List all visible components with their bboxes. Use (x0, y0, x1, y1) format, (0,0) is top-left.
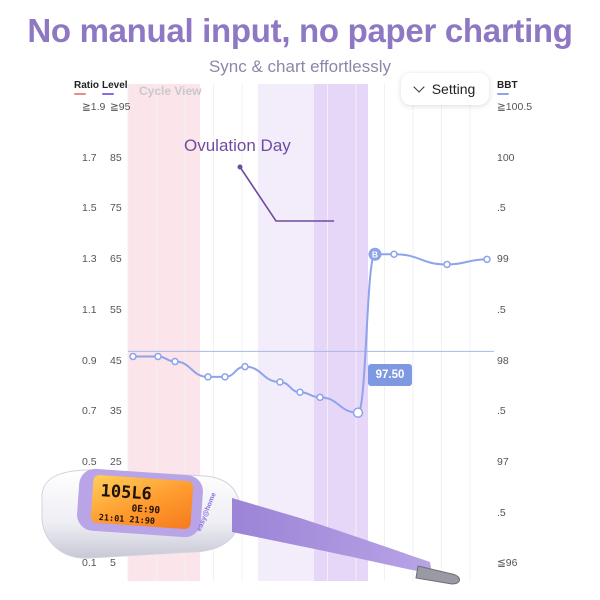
ratio-tick-label: ≧1.9 (82, 101, 106, 113)
ovulation-day-label: Ovulation Day (184, 136, 291, 155)
level-tick-label: 85 (110, 151, 122, 164)
level-axis-title: Level (102, 80, 128, 95)
bbt-point (276, 378, 284, 386)
bbt-tick-label: 97 (497, 455, 509, 468)
marker-b-label: B (372, 250, 378, 260)
marker-b-point (368, 247, 382, 261)
thermometer-probe (232, 498, 432, 574)
selected-value-tooltip: 97.50 (368, 364, 412, 386)
ratio-tick-label: 0.5 (82, 455, 97, 468)
ratio-tick-label: 1.3 (82, 253, 97, 266)
level-tick-label: 25 (110, 455, 122, 468)
bbt-tick-label: ≦96 (497, 557, 518, 570)
lcd-line-1: 105L6 (100, 481, 152, 505)
cycle-view-label[interactable]: Cycle View (139, 84, 202, 98)
level-tick-label: ≧95 (110, 101, 131, 113)
level-tick-label: 45 (110, 354, 122, 367)
ratio-tick-label: 1.1 (82, 303, 97, 316)
selected-point (352, 407, 364, 418)
lcd-line-3: 21:01 21:90 (98, 513, 155, 527)
level-axis-mark (102, 93, 114, 95)
bbt-point (443, 260, 451, 269)
lcd-line-2: 0E:90 (131, 503, 161, 516)
fertile-band (258, 84, 314, 581)
ratio-tick-label: 1.7 (82, 151, 97, 164)
bbt-point (483, 255, 491, 264)
bbt-tick-label: 99 (497, 253, 509, 266)
bbt-point (241, 362, 249, 371)
level-tick-label: 55 (110, 303, 122, 316)
level-tick-label: 5 (110, 557, 116, 570)
ratio-axis-mark (74, 93, 86, 95)
bbt-point (171, 357, 179, 366)
lcd-display (90, 474, 194, 530)
bbt-tick-label: .5 (497, 405, 506, 418)
ratio-axis-title: Ratio (74, 80, 99, 95)
level-tick-label: 35 (110, 405, 122, 418)
bbt-point (296, 388, 304, 396)
bbt-tick-label: .5 (497, 202, 506, 215)
ratio-tick-label: 0.9 (82, 354, 97, 367)
level-tick-label: 65 (110, 253, 122, 266)
ovulation-pointer-line (239, 166, 334, 222)
ratio-tick-label: 1.5 (82, 202, 97, 215)
bbt-point (204, 373, 212, 381)
ovulation-band (314, 84, 368, 581)
bbt-point (316, 393, 324, 402)
ratio-tick-label: 0.1 (82, 557, 97, 570)
bbt-point (390, 250, 398, 258)
thermometer-metal-tip (415, 565, 460, 585)
level-tick-label: 75 (110, 202, 122, 215)
setting-label: Setting (431, 81, 476, 97)
bbt-tick-label: ≧100.5 (497, 101, 533, 113)
bbt-point (129, 352, 137, 361)
bbt-tick-label: 100 (497, 151, 515, 164)
setting-button[interactable]: Setting (401, 73, 489, 105)
subline: Sync & chart effortlessly (208, 57, 392, 76)
bbt-axis-mark (497, 93, 509, 95)
bbt-point (221, 373, 229, 381)
bbt-tick-label: .5 (497, 303, 506, 316)
ratio-tick-label: 0.7 (82, 405, 97, 418)
bbt-tick-label: .5 (497, 506, 506, 519)
bbt-point (154, 352, 162, 361)
bbt-axis-title: BBT (497, 80, 518, 95)
headline: No manual input, no paper charting (27, 12, 573, 49)
bbt-tick-label: 98 (497, 354, 509, 367)
